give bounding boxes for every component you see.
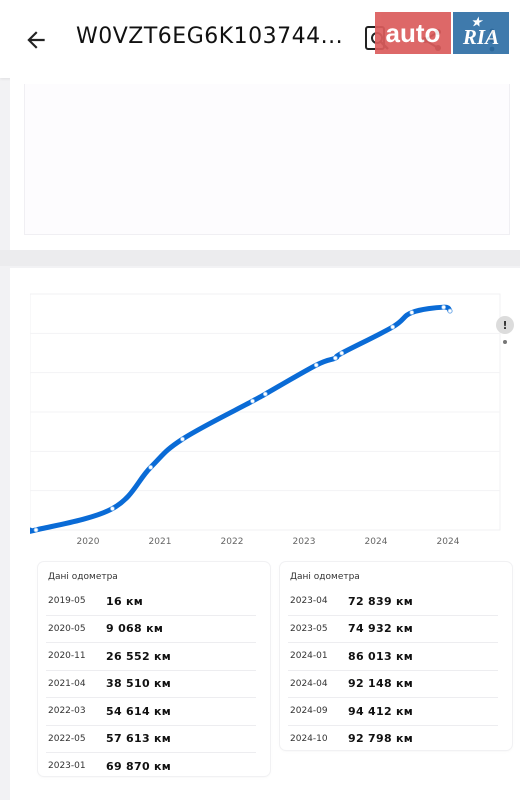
odometer-km: 94 412 км: [348, 704, 414, 718]
data-point[interactable]: [180, 436, 185, 442]
odometer-row: 2023-04 72 839 км: [288, 588, 498, 616]
odometer-date: 2019-05: [48, 596, 86, 607]
odometer-date: 2024-01: [290, 651, 328, 662]
x-tick-label: 2024: [437, 537, 460, 547]
odometer-km: 92 798 км: [348, 732, 414, 746]
odometer-date: 2024-09: [290, 706, 328, 717]
odometer-row: 2022-03 54 614 км: [46, 698, 256, 726]
x-tick-label: 2020: [77, 537, 100, 547]
odometer-km: 92 148 км: [348, 677, 414, 691]
data-point[interactable]: [447, 308, 453, 314]
odometer-row: 2024-10 92 798 км: [288, 726, 498, 753]
odometer-row: 2022-05 57 613 км: [46, 726, 256, 753]
data-point[interactable]: [313, 362, 319, 368]
star-icon: ★: [471, 15, 482, 29]
odometer-table-right: Дані одометра 2023-04 72 839 км 2023-05 74 …: [280, 562, 512, 750]
odometer-date: 2022-03: [48, 706, 86, 717]
alert-badge[interactable]: !: [496, 316, 514, 334]
data-point[interactable]: [262, 391, 268, 397]
logo-ria: ★ RIA: [453, 12, 509, 54]
data-point[interactable]: [33, 527, 39, 533]
x-tick-label: 2022: [221, 537, 244, 547]
odometer-km: 74 932 км: [348, 622, 414, 636]
data-point[interactable]: [441, 304, 447, 310]
back-button[interactable]: [18, 22, 54, 58]
odometer-date: 2023-05: [290, 623, 328, 634]
odometer-row: 2023-05 74 932 км: [288, 616, 498, 643]
odometer-row: 2019-05 16 км: [46, 588, 256, 616]
odometer-row: 2024-09 94 412 км: [288, 698, 498, 726]
alert-dot: [503, 340, 507, 344]
data-point[interactable]: [148, 464, 154, 470]
odometer-row: 2020-11 26 552 км: [46, 643, 256, 671]
page-title: W0VZT6EG6K103744...: [76, 24, 344, 49]
odometer-table-left: Дані одометра 2019-05 16 км 2020-05 9 068 к…: [38, 562, 270, 776]
previous-section-content: [24, 84, 510, 235]
previous-section-card: [10, 78, 520, 251]
odometer-date: 2024-04: [290, 678, 328, 689]
odometer-title: Дані одометра: [290, 572, 360, 582]
autoria-logo-watermark: auto ★ RIA: [375, 12, 509, 54]
mileage-chart: 2020 2021 2022 2023 2024 2024 !: [30, 286, 514, 556]
odometer-row: 2024-01 86 013 км: [288, 643, 498, 671]
data-point[interactable]: [110, 506, 115, 511]
odometer-date: 2023-04: [290, 596, 328, 607]
odometer-km: 26 552 км: [106, 649, 172, 663]
odometer-row: 2021-04 38 510 км: [46, 671, 256, 698]
section-divider: [0, 250, 520, 266]
odometer-km: 57 613 км: [106, 732, 172, 746]
odometer-km: 16 км: [106, 594, 144, 608]
mileage-section-card: 2020 2021 2022 2023 2024 2024 ! Дані одометра…: [10, 268, 520, 800]
data-point[interactable]: [409, 310, 415, 315]
odometer-date: 2023-01: [48, 761, 86, 772]
arrow-left-icon: [27, 31, 45, 49]
odometer-title: Дані одометра: [48, 572, 118, 582]
odometer-date: 2024-10: [290, 733, 328, 744]
odometer-date: 2022-05: [48, 733, 86, 744]
data-point[interactable]: [390, 324, 396, 330]
data-point[interactable]: [339, 350, 345, 356]
odometer-km: 9 068 км: [106, 622, 164, 636]
logo-auto: auto: [375, 12, 451, 54]
odometer-row: 2023-01 69 870 км: [46, 753, 256, 780]
x-tick-label: 2024: [365, 537, 388, 547]
x-tick-label: 2021: [149, 537, 172, 547]
odometer-km: 69 870 км: [106, 759, 172, 773]
odometer-row: 2024-04 92 148 км: [288, 671, 498, 698]
mileage-chart-svg: 2020 2021 2022 2023 2024 2024: [30, 293, 501, 547]
odometer-date: 2020-05: [48, 623, 86, 634]
data-point[interactable]: [250, 398, 255, 404]
odometer-km: 86 013 км: [348, 649, 414, 663]
x-tick-label: 2023: [293, 537, 316, 547]
logo-ria-text: RIA: [462, 25, 500, 49]
odometer-row: 2020-05 9 068 км: [46, 616, 256, 643]
odometer-date: 2021-04: [48, 678, 86, 689]
odometer-km: 72 839 км: [348, 594, 414, 608]
odometer-km: 38 510 км: [106, 677, 172, 691]
odometer-km: 54 614 км: [106, 704, 172, 718]
app-bar: W0VZT6EG6K103744... auto ★ RIA: [0, 0, 520, 78]
odometer-date: 2020-11: [48, 651, 86, 662]
data-point[interactable]: [332, 355, 338, 361]
